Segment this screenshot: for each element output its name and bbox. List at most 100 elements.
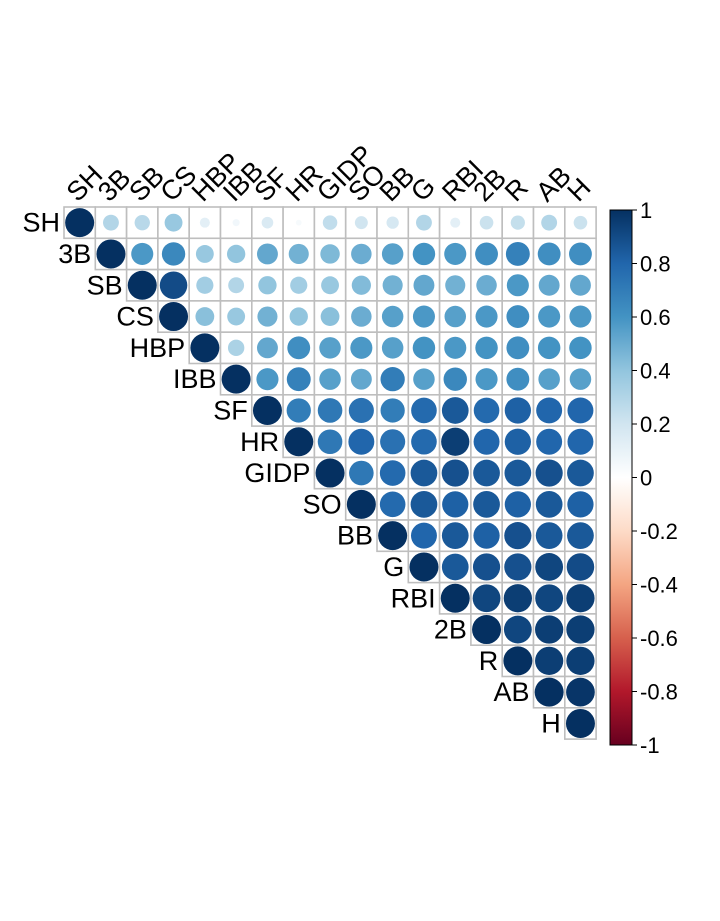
corr-circle-HR-R <box>504 428 531 455</box>
corr-circle-SB-RBI <box>445 275 466 296</box>
corr-circle-SB-CS <box>159 271 188 300</box>
corr-circle-SB-H <box>569 274 591 296</box>
corr-circle-HBP-SF <box>256 337 278 359</box>
corr-circle-SB-HR <box>290 276 308 294</box>
corr-circle-SH-SF <box>261 216 274 229</box>
corr-circle-BB-H <box>567 522 594 550</box>
corr-circle-BB-G <box>410 522 437 549</box>
corr-circle-HBP-GIDP <box>319 337 341 359</box>
corr-circle-HR-G <box>411 428 437 455</box>
corr-circle-SH-CS <box>164 213 183 232</box>
row-label-2B: 2B <box>434 615 467 645</box>
corr-circle-CS-R <box>506 305 530 328</box>
corr-circle-HBP-R <box>506 336 530 360</box>
corr-circle-IBB-RBI <box>443 367 467 391</box>
circles <box>65 208 595 738</box>
corr-circle-GIDP-H <box>567 459 594 487</box>
corr-circle-SO-2B <box>473 490 500 518</box>
corr-circle-HBP-G <box>412 336 436 360</box>
corr-circle-SF-H <box>567 397 594 424</box>
corr-circle-3B-SB <box>131 242 154 265</box>
corr-circle-RBI-H <box>566 584 595 613</box>
corr-circle-CS-2B <box>475 305 498 328</box>
row-label-GIDP: GIDP <box>244 458 310 488</box>
corr-circle-SO-R <box>504 491 531 518</box>
corr-circle-SO-SO <box>346 489 376 519</box>
corr-circle-2B-R <box>503 615 532 644</box>
corr-circle-SH-SO <box>354 216 368 230</box>
corr-circle-HBP-H <box>569 336 592 360</box>
row-label-SF: SF <box>213 395 248 425</box>
corr-circle-HBP-AB <box>537 336 561 360</box>
corr-circle-CS-HBP <box>195 307 215 326</box>
corr-circle-SB-AB <box>538 274 560 296</box>
row-label-SH: SH <box>22 208 60 238</box>
corr-circle-GIDP-2B <box>473 459 500 487</box>
corr-circle-SH-HBP <box>199 217 210 228</box>
corr-circle-SO-BB <box>379 491 406 518</box>
corr-circle-RBI-RBI <box>440 583 470 613</box>
corr-circle-3B-H <box>569 242 592 266</box>
corr-circle-BB-2B <box>473 522 500 549</box>
corr-circle-G-AB <box>535 553 564 581</box>
row-label-G: G <box>383 552 404 582</box>
corr-circle-G-2B <box>472 553 501 581</box>
corr-circle-SH-GIDP <box>322 215 338 230</box>
corr-circle-3B-RBI <box>444 242 467 265</box>
colorbar-tick-label: 1 <box>640 198 652 223</box>
corr-circle-SB-BB <box>382 275 403 296</box>
corr-circle-2B-2B <box>472 615 502 645</box>
colorbar-tick-label: 0.2 <box>640 412 671 437</box>
corr-circle-BB-BB <box>378 521 408 551</box>
colorbar-tick-label: -0.6 <box>640 626 678 651</box>
corr-circle-GIDP-R <box>504 459 532 487</box>
corr-circle-CS-CS <box>159 302 189 332</box>
corr-circle-CS-G <box>412 305 435 328</box>
corr-circle-CS-SO <box>351 306 372 327</box>
corr-circle-3B-G <box>412 242 436 266</box>
corr-circle-3B-SO <box>351 243 372 265</box>
colorbar-tick-label: 0.4 <box>640 359 671 384</box>
row-label-R: R <box>479 646 499 676</box>
corr-circle-SB-IBB <box>228 277 245 294</box>
corr-circle-RBI-R <box>503 584 532 613</box>
corr-circle-SF-BB <box>380 398 405 423</box>
row-label-BB: BB <box>337 521 373 551</box>
corr-circle-HBP-BB <box>381 337 404 359</box>
corr-circle-HR-H <box>567 428 594 455</box>
grid-cell <box>282 206 316 240</box>
corr-circle-G-G <box>409 552 439 582</box>
corr-circle-3B-SF <box>256 243 278 265</box>
corr-circle-3B-BB <box>381 243 404 265</box>
corr-circle-3B-R <box>505 241 530 266</box>
colorbar-gradient <box>609 209 633 746</box>
corr-circle-SB-SO <box>351 275 371 295</box>
corr-circle-SH-2B <box>479 215 494 230</box>
corr-circle-GIDP-G <box>410 459 438 487</box>
corr-circle-SH-H <box>573 215 588 230</box>
corr-circle-SF-SO <box>348 397 374 424</box>
corr-circle-HR-RBI <box>441 427 470 456</box>
corr-circle-HBP-2B <box>475 336 498 360</box>
corr-circle-RBI-2B <box>472 584 501 613</box>
corr-circle-SF-AB <box>536 397 563 424</box>
corr-circle-3B-IBB <box>226 244 246 264</box>
corr-circle-G-RBI <box>441 553 469 581</box>
corr-circle-SF-GIDP <box>317 398 343 423</box>
corr-circle-3B-HBP <box>195 245 214 263</box>
corr-circle-3B-AB <box>537 242 561 266</box>
corr-circle-2B-AB <box>535 615 564 644</box>
corr-circle-SF-R <box>504 397 531 424</box>
corr-circle-SO-G <box>410 490 438 518</box>
corr-circle-3B-GIDP <box>320 244 340 264</box>
row-label-SB: SB <box>87 270 123 300</box>
corr-circle-HR-BB <box>380 429 406 455</box>
corr-circle-SB-R <box>506 274 529 297</box>
corr-circle-CS-GIDP <box>320 307 340 326</box>
corr-circle-SB-HBP <box>196 276 214 294</box>
colorbar-tick-label: 0.6 <box>640 305 671 330</box>
corr-circle-IBB-AB <box>538 368 560 390</box>
row-label-RBI: RBI <box>391 583 436 613</box>
